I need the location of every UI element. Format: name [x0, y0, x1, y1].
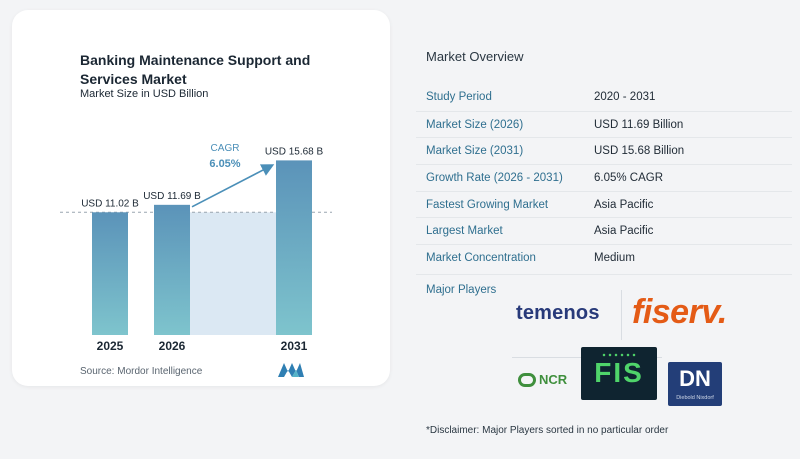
- source-note: Source: Mordor Intelligence: [80, 366, 203, 377]
- overview-table: Study Period 2020 - 2031 Market Size (202…: [416, 84, 792, 271]
- overview-row: Largest Market Asia Pacific: [416, 217, 792, 244]
- overview-row: Market Concentration Medium: [416, 244, 792, 271]
- overview-row: Market Size (2026) USD 11.69 Billion: [416, 110, 792, 138]
- temenos-logo: temenos: [516, 302, 600, 324]
- overview-row: Fastest Growing Market Asia Pacific: [416, 190, 792, 218]
- cagr-value: 6.05%: [209, 158, 240, 170]
- x-tick-2025: 2025: [97, 339, 124, 353]
- data-label-2025: USD 11.02 B: [81, 198, 139, 209]
- logo-divider: [621, 290, 622, 340]
- x-tick-2031: 2031: [281, 339, 308, 353]
- bar-2026: [154, 204, 190, 335]
- overview-row: Study Period 2020 - 2031: [416, 84, 792, 111]
- growth-band: [190, 212, 276, 335]
- chart-subtitle: Market Size in USD Billion: [80, 88, 209, 100]
- ncr-logo-text: NCR: [539, 372, 568, 387]
- overview-value: Medium: [594, 251, 635, 264]
- overview-value: Asia Pacific: [594, 225, 654, 238]
- ncr-mark-icon: [518, 372, 536, 387]
- cagr-label: CAGR: [211, 143, 240, 154]
- data-label-2026: USD 11.69 B: [143, 191, 201, 202]
- overview-key: Largest Market: [426, 225, 503, 238]
- diebold-nixdorf-logo: DN Diebold Nixdorf: [668, 362, 722, 406]
- bar-2031: [276, 160, 312, 335]
- fis-dots-icon: [601, 353, 637, 357]
- fis-logo: FIS: [581, 347, 657, 400]
- bar-2025: [92, 212, 128, 335]
- diebold-name: Diebold Nixdorf: [676, 395, 714, 401]
- overview-value: 6.05% CAGR: [594, 171, 664, 184]
- overview-row: Growth Rate (2026 - 2031) 6.05% CAGR: [416, 164, 792, 191]
- major-players-section: [416, 274, 792, 414]
- bar-chart: USD 11.02 B 2025 USD 11.69 B 2026 USD 15.68 …: [60, 143, 332, 353]
- overview-key: Fastest Growing Market: [426, 198, 549, 211]
- mordor-logo-icon: [278, 363, 304, 377]
- overview-title: Market Overview: [426, 49, 524, 64]
- chart-title: Banking Maintenance Support and Services…: [80, 52, 311, 87]
- x-tick-2026: 2026: [159, 339, 186, 353]
- fiserv-logo: fiserv.: [632, 293, 727, 331]
- disclaimer: *Disclaimer: Major Players sorted in no …: [426, 425, 669, 436]
- overview-value: USD 11.69 Billion: [594, 118, 684, 131]
- fis-logo-text: FIS: [594, 357, 644, 388]
- ncr-logo: NCR: [518, 372, 567, 387]
- overview-key: Market Size (2031): [426, 145, 524, 158]
- overview-key: Market Size (2026): [426, 118, 524, 131]
- diebold-mark: DN: [679, 366, 711, 391]
- overview-key: Market Concentration: [426, 251, 536, 264]
- overview-key: Study Period: [426, 91, 492, 104]
- cagr-arrow: [191, 164, 275, 208]
- overview-value: Asia Pacific: [594, 198, 654, 211]
- data-label-2031: USD 15.68 B: [265, 146, 324, 157]
- overview-key: Growth Rate (2026 - 2031): [426, 171, 563, 184]
- overview-value: USD 15.68 Billion: [594, 145, 685, 158]
- overview-row: Market Size (2031) USD 15.68 Billion: [416, 137, 792, 164]
- overview-value: 2020 - 2031: [594, 91, 656, 104]
- major-players-label: Major Players: [426, 284, 497, 296]
